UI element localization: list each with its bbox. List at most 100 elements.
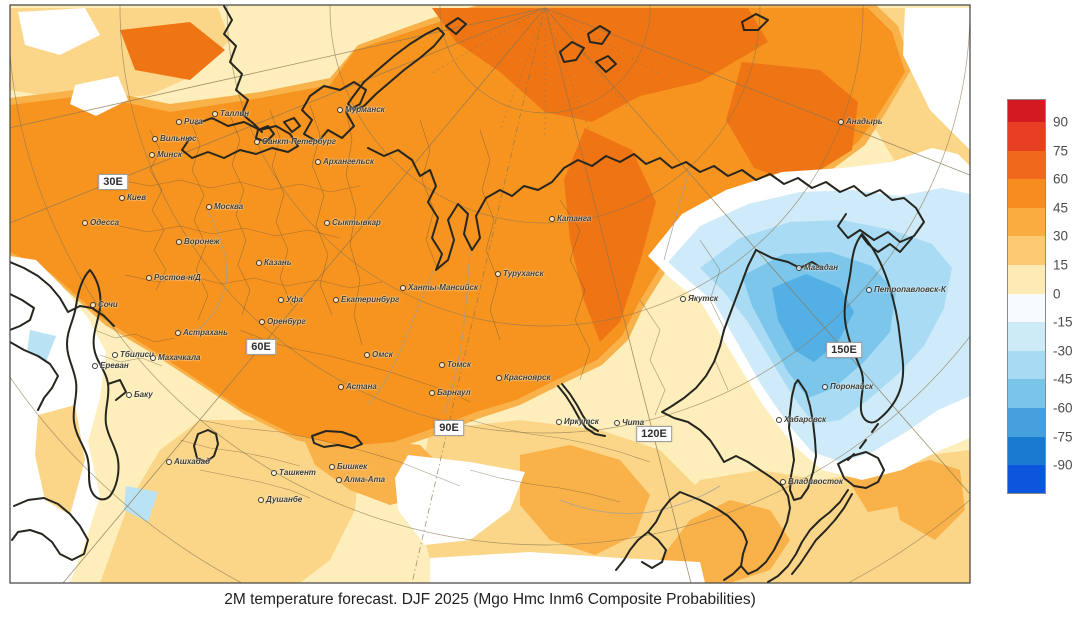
admin-borders: [94, 104, 729, 503]
city-marker-icon: [324, 219, 330, 226]
city-marker-icon: [146, 274, 152, 281]
city-label: Алма-Ата: [336, 476, 385, 484]
city-label: Санкт-Петербург: [254, 138, 336, 146]
city-label: Барнаул: [429, 389, 471, 397]
map-frame: [9, 4, 971, 584]
longitude-label: 90E: [434, 419, 464, 437]
city-label: Воронеж: [176, 238, 220, 246]
colorbar-segment: [1008, 264, 1045, 294]
city-label: Томск: [439, 361, 471, 369]
city-label: Петропавловск-К: [866, 286, 946, 294]
city-marker-icon: [126, 391, 132, 398]
city-marker-icon: [796, 264, 802, 271]
colorbar-segment: [1008, 465, 1045, 494]
city-marker-icon: [176, 118, 182, 125]
city-marker-icon: [495, 270, 501, 277]
colorbar-tick-label: 60: [1053, 171, 1069, 187]
city-label: Красноярск: [496, 374, 551, 382]
colorbar: [1007, 99, 1046, 494]
city-label: Киев: [119, 194, 146, 202]
city-marker-icon: [150, 354, 156, 361]
city-label: Вильнюс: [152, 135, 196, 143]
colorbar-tick-label: -90: [1053, 457, 1073, 473]
city-marker-icon: [315, 158, 321, 165]
city-marker-icon: [119, 194, 125, 201]
city-marker-icon: [614, 419, 620, 426]
city-marker-icon: [776, 416, 782, 423]
colorbar-tick-label: 15: [1053, 257, 1069, 273]
city-marker-icon: [271, 469, 277, 476]
city-label: Владивосток: [780, 478, 843, 486]
city-label: Якутск: [680, 295, 718, 303]
city-marker-icon: [337, 106, 343, 113]
colorbar-segment: [1008, 293, 1045, 323]
city-label: Хабаровск: [776, 416, 826, 424]
city-label: Мурманск: [337, 106, 385, 114]
city-marker-icon: [166, 458, 172, 465]
colorbar-segment: [1008, 207, 1045, 237]
colorbar-segment: [1008, 179, 1045, 208]
city-label: Екатеринбург: [333, 296, 399, 304]
colorbar-segment: [1008, 150, 1045, 180]
city-label: Душанбе: [258, 496, 302, 504]
figure-caption: 2M temperature forecast. DJF 2025 (Mgo H…: [224, 591, 756, 608]
city-marker-icon: [364, 351, 370, 358]
city-marker-icon: [556, 418, 562, 425]
colorbar-tick-label: 45: [1053, 200, 1069, 216]
city-marker-icon: [780, 478, 786, 485]
city-label: Баку: [126, 391, 153, 399]
colorbar-tick-label: -75: [1053, 429, 1073, 445]
city-label: Таллин: [212, 110, 249, 118]
city-label: Сочи: [90, 301, 118, 309]
city-label: Омск: [364, 351, 393, 359]
city-label: Рига: [176, 118, 203, 126]
colorbar-tick-label: 30: [1053, 228, 1069, 244]
colorbar-tick-label: -15: [1053, 314, 1073, 330]
city-label: Катанга: [549, 215, 591, 223]
city-marker-icon: [256, 259, 262, 266]
city-label: Туруханск: [495, 270, 544, 278]
city-marker-icon: [336, 476, 342, 483]
city-label: Поронайск: [822, 383, 873, 391]
colorbar-segment: [1008, 322, 1045, 351]
city-label: Магадан: [796, 264, 838, 272]
city-label: Минск: [149, 151, 182, 159]
city-marker-icon: [496, 374, 502, 381]
city-marker-icon: [439, 361, 445, 368]
colorbar-segment: [1008, 436, 1045, 466]
city-marker-icon: [90, 301, 96, 308]
city-marker-icon: [400, 284, 406, 291]
city-label: Ашхабад: [166, 458, 210, 466]
city-marker-icon: [175, 329, 181, 336]
city-marker-icon: [152, 135, 158, 142]
rivers: [195, 169, 721, 514]
colorbar-segment: [1008, 236, 1045, 265]
longitude-label: 150E: [826, 341, 862, 359]
city-label: Уфа: [278, 296, 303, 304]
city-label: Ханты-Мансийск: [400, 284, 478, 292]
city-marker-icon: [278, 296, 284, 303]
longitude-label: 60E: [246, 338, 276, 356]
colorbar-tick-label: 0: [1053, 286, 1061, 302]
city-marker-icon: [92, 362, 98, 369]
city-marker-icon: [259, 318, 265, 325]
city-marker-icon: [82, 219, 88, 226]
city-marker-icon: [866, 286, 872, 293]
city-marker-icon: [329, 463, 335, 470]
city-label: Махачкала: [150, 354, 201, 362]
city-label: Оренбург: [259, 318, 306, 326]
colorbar-tick-label: -30: [1053, 343, 1073, 359]
coastlines: [10, 5, 925, 583]
city-label: Анадырь: [838, 118, 882, 126]
colorbar-segment: [1008, 350, 1045, 380]
colorbar-tick-label: 75: [1053, 143, 1069, 159]
colorbar-segment: [1008, 100, 1045, 122]
city-label: Одесса: [82, 219, 119, 227]
city-marker-icon: [429, 389, 435, 396]
city-label: Казань: [256, 259, 291, 267]
city-marker-icon: [206, 203, 212, 210]
longitude-label: 30E: [98, 173, 128, 191]
city-marker-icon: [112, 351, 118, 358]
colorbar-tick-label: -45: [1053, 371, 1073, 387]
